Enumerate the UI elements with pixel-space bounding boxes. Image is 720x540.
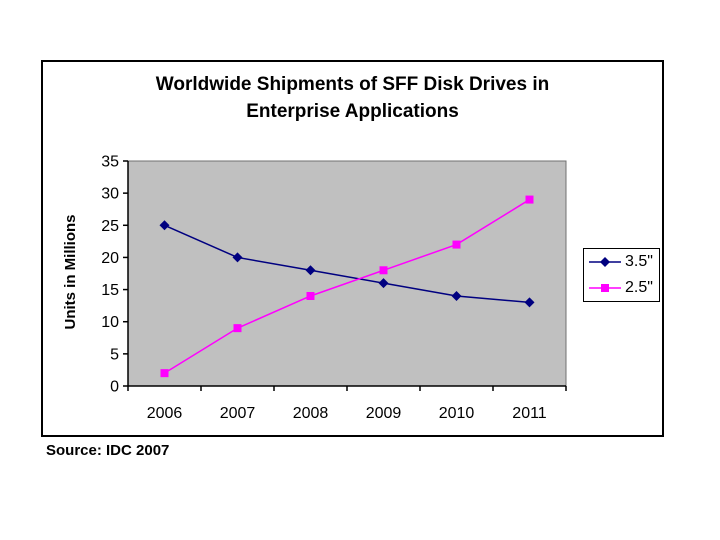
source-note: Source: IDC 2007: [46, 442, 170, 459]
x-tick-label: 2011: [512, 405, 547, 422]
data-point: [525, 195, 534, 204]
data-point: [160, 369, 169, 378]
x-tick-label: 2010: [439, 405, 475, 422]
data-point: [305, 265, 316, 276]
series-line: [164, 198, 530, 374]
data-point: [306, 292, 315, 300]
data-point: [233, 324, 242, 333]
y-tick-label: 35: [101, 154, 119, 171]
y-tick-label: 5: [110, 346, 119, 363]
legend-entry: 3.5": [589, 249, 659, 275]
x-tick-label: 2009: [366, 405, 402, 422]
data-point: [379, 266, 388, 275]
chart-frame: Worldwide Shipments of SFF Disk Drives i…: [41, 60, 664, 437]
data-point: [524, 297, 535, 308]
series-line: [164, 224, 530, 304]
data-point: [159, 220, 170, 231]
legend-entry: 2.5": [589, 275, 659, 301]
x-tick-label: 2007: [220, 405, 256, 422]
data-point: [451, 291, 462, 301]
y-tick-label: 25: [101, 218, 119, 235]
y-tick-label: 30: [101, 186, 119, 203]
legend: 3.5" 2.5": [583, 248, 660, 302]
data-point: [452, 240, 461, 249]
plot-background: [127, 160, 567, 387]
x-tick-label: 2006: [147, 405, 183, 422]
data-point: [232, 252, 243, 263]
x-tick-label: 2008: [293, 405, 329, 422]
y-tick-label: 15: [101, 282, 119, 299]
y-tick-label: 20: [101, 250, 119, 267]
data-point: [378, 278, 389, 289]
legend-label: 3.5": [625, 253, 653, 270]
legend-marker-icon: [589, 257, 621, 267]
y-tick-label: 0: [110, 379, 119, 396]
legend-label: 2.5": [625, 279, 653, 296]
plot-area: 0 5 10 15 20 25 30 35 2006 2007 2008 2009 2010 2011: [101, 154, 567, 422]
y-tick-label: 10: [101, 314, 119, 331]
chart-title-line-1: Worldwide Shipments of SFF Disk Drives i…: [155, 74, 550, 95]
chart-title: Worldwide Shipments of SFF Disk Drives i…: [43, 71, 662, 125]
chart-title-line-2: Enterprise Applications: [246, 101, 459, 122]
legend-marker-icon: [589, 284, 621, 292]
